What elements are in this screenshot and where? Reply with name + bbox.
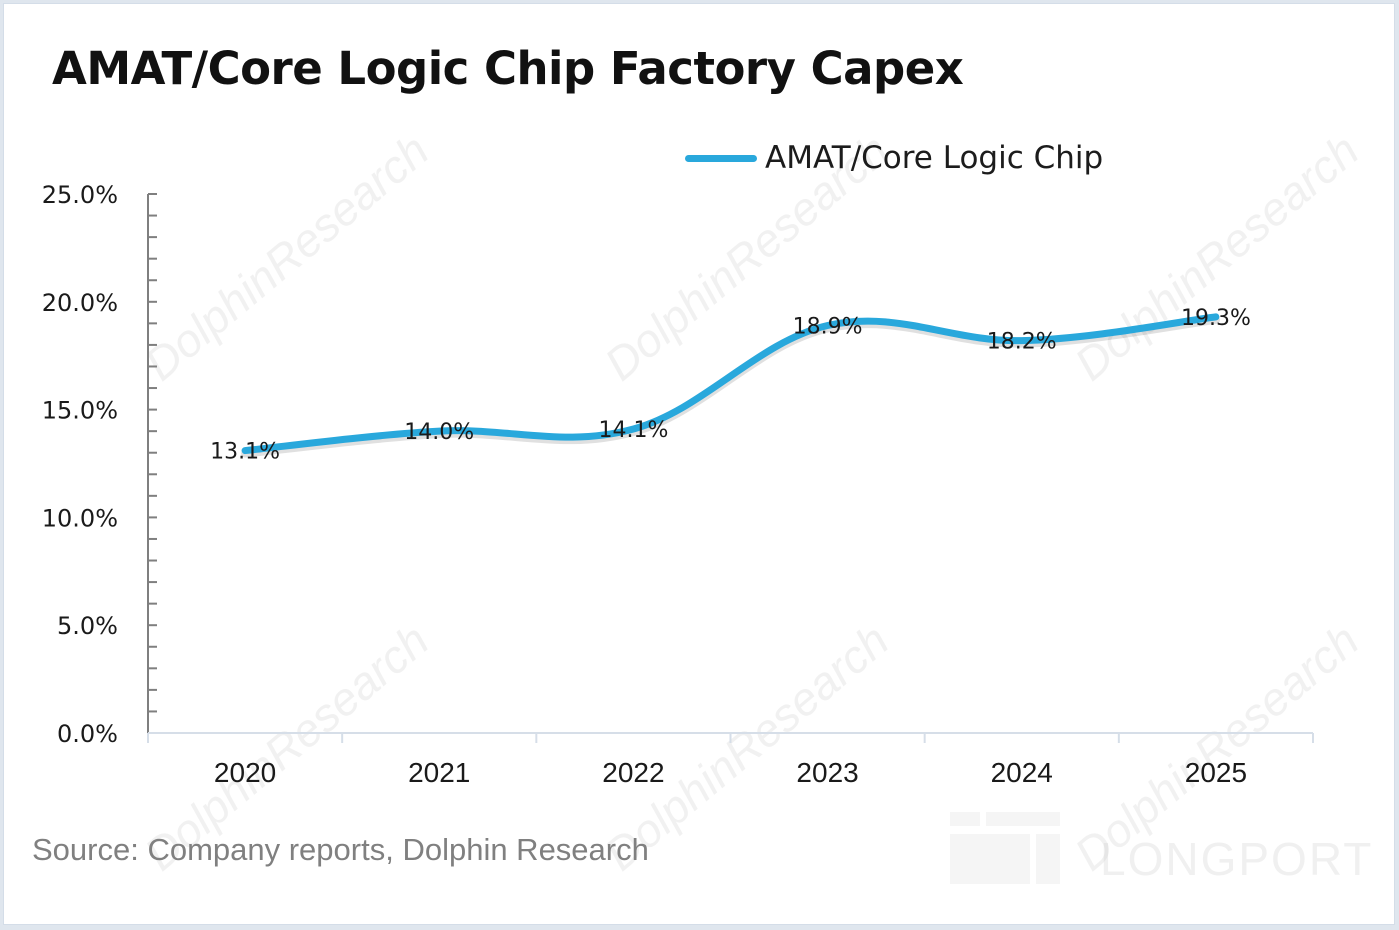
data-labels: 13.1% 14.0% 14.1% 18.9% 18.2% 19.3%	[210, 306, 1251, 465]
y-axis: 0.0% 5.0% 10.0% 15.0% 20.0% 25.0%	[42, 181, 157, 748]
source-note: Source: Company reports, Dolphin Researc…	[32, 832, 649, 867]
series-line	[241, 313, 1220, 455]
data-label: 18.2%	[987, 330, 1057, 355]
x-tick-label: 2020	[214, 757, 276, 788]
x-tick-label: 2023	[796, 757, 858, 788]
legend-swatch-line	[685, 154, 757, 162]
y-tick-label: 25.0%	[42, 181, 118, 209]
x-tick-label: 2021	[408, 757, 470, 788]
x-axis: 2020 2021 2022 2023 2024 2025	[147, 732, 1314, 788]
y-tick-label: 15.0%	[42, 397, 118, 425]
x-tick-label: 2025	[1185, 757, 1247, 788]
data-label: 14.0%	[404, 420, 474, 445]
data-label: 13.1%	[210, 440, 280, 465]
chart-title: AMAT/Core Logic Chip Factory Capex	[52, 42, 964, 95]
longport-logo-icon	[950, 812, 1060, 884]
series-group	[241, 313, 1220, 458]
data-label: 14.1%	[598, 418, 668, 443]
brand-watermark: LONGPORT	[1100, 833, 1374, 885]
y-tick-label: 20.0%	[42, 289, 118, 317]
x-tick-label: 2024	[991, 757, 1053, 788]
data-label: 19.3%	[1181, 306, 1251, 331]
y-tick-label: 10.0%	[42, 504, 118, 532]
legend: AMAT/Core Logic Chip	[685, 140, 1103, 176]
x-tick-label: 2022	[602, 757, 664, 788]
legend-label: AMAT/Core Logic Chip	[765, 140, 1104, 176]
y-tick-label: 5.0%	[57, 612, 118, 640]
y-tick-label: 0.0%	[57, 720, 118, 748]
data-label: 18.9%	[793, 315, 863, 340]
